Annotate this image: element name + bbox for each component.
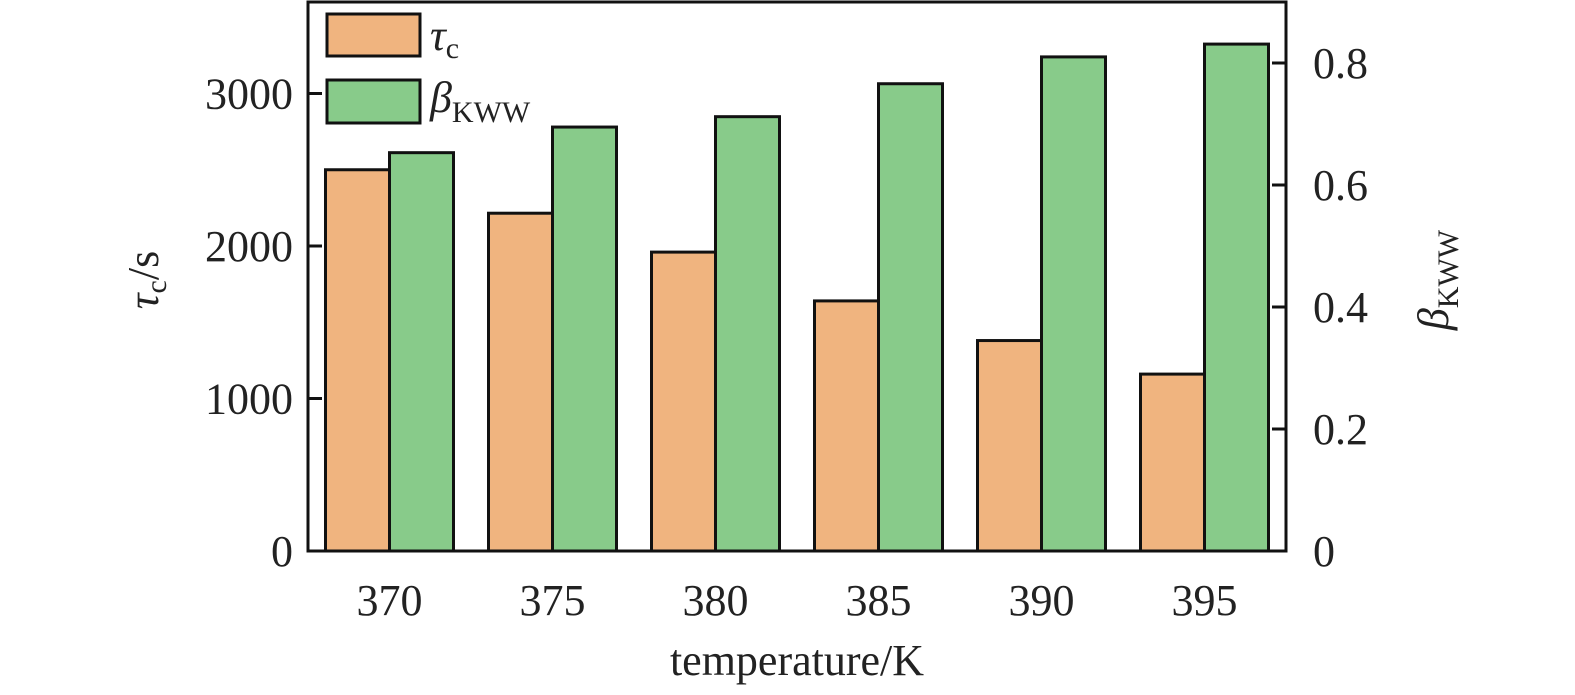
y2-tick-label: 0.2 <box>1313 405 1368 454</box>
x-axis-label: temperature/K <box>670 636 924 685</box>
y-tick-label: 0 <box>271 527 293 576</box>
y2-tick-label: 0.6 <box>1313 161 1368 210</box>
x-tick-label: 385 <box>846 576 912 625</box>
bar-beta-385 <box>877 82 944 553</box>
plot-frame <box>306 0 1288 553</box>
bar-tau-375 <box>487 211 554 553</box>
legend-label-beta: βKWW <box>429 73 531 129</box>
legend-swatch-beta <box>325 78 422 125</box>
bar-beta-390 <box>1040 55 1107 553</box>
x-tick-label: 380 <box>683 576 749 625</box>
bar-tau-390 <box>976 339 1043 553</box>
y2-tick-label: 0 <box>1313 527 1335 576</box>
x-tick-label: 375 <box>520 576 586 625</box>
legend-label-tau: τc <box>430 11 459 65</box>
y2-axis-label: βKWW <box>1409 229 1465 331</box>
x-tick-label: 390 <box>1009 576 1075 625</box>
y-axis-label: τc/s <box>119 251 173 309</box>
y-tick-label: 3000 <box>205 70 293 119</box>
bar-beta-375 <box>551 125 618 553</box>
bar-tau-370 <box>324 168 391 553</box>
x-tick-label: 370 <box>357 576 423 625</box>
bar-beta-370 <box>388 151 455 553</box>
y-tick-label: 2000 <box>205 222 293 271</box>
bar-beta-395 <box>1203 42 1270 553</box>
legend-swatch-tau <box>325 12 422 58</box>
y2-tick-label: 0.8 <box>1313 39 1368 88</box>
bar-tau-380 <box>650 250 717 553</box>
bar-tau-395 <box>1139 372 1206 553</box>
bar-beta-380 <box>714 115 781 553</box>
x-tick-label: 395 <box>1172 576 1238 625</box>
legend: τc βKWW <box>325 11 531 129</box>
y-tick-label: 1000 <box>205 375 293 424</box>
y2-tick-label: 0.4 <box>1313 283 1368 332</box>
bar-tau-385 <box>813 299 880 553</box>
